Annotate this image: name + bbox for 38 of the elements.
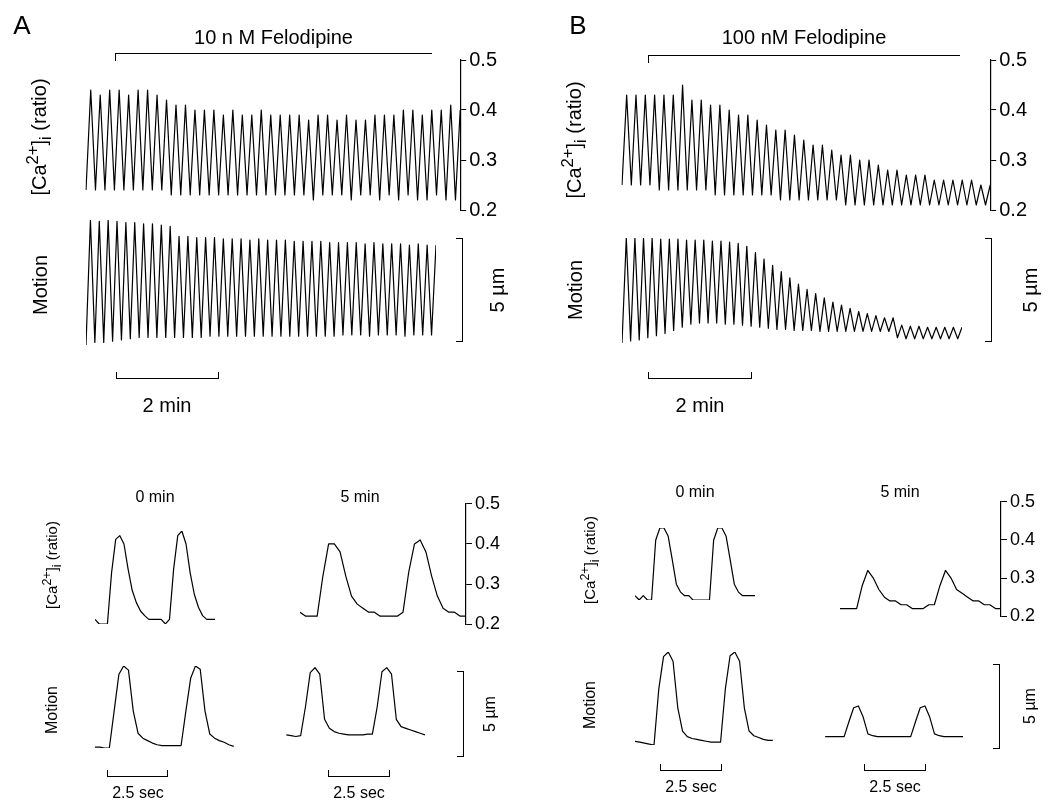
y-tick-label: 0.5	[1009, 490, 1036, 511]
y-tick-label: 0.3	[469, 147, 498, 170]
y-axis-title: Motion	[29, 254, 51, 316]
text: 2.5 sec	[333, 784, 385, 801]
y-axis-title: Motion	[581, 680, 598, 730]
y-tick-label: 0.5	[999, 47, 1028, 70]
text: 5 µm	[1021, 688, 1038, 724]
y-tick-label: 0.3	[999, 147, 1028, 170]
y-tick-label: 0.4	[1009, 528, 1036, 549]
chart-title: 5 min	[880, 483, 920, 500]
text: B	[569, 10, 587, 40]
chart-title: 100 nM Felodipine	[721, 26, 887, 48]
y-tick-label: 0.2	[1009, 605, 1036, 626]
text: 5 µm	[1019, 267, 1041, 313]
text: A	[13, 10, 31, 40]
y-tick-label: 0.2	[474, 613, 501, 634]
chart-title: 0 min	[675, 483, 715, 500]
y-tick-label: 0.4	[474, 532, 501, 553]
y-tick-label: 0.5	[474, 492, 501, 513]
y-tick-label: 0.4	[999, 97, 1028, 120]
text: 2.5 sec	[665, 778, 717, 795]
text: 2.5 sec	[112, 784, 164, 801]
y-tick-label: 0.3	[474, 573, 501, 594]
y-axis-title: Motion	[43, 685, 60, 735]
y-tick-label: 0.3	[1009, 567, 1036, 588]
chart-title: 5 min	[340, 488, 380, 505]
text: 2 min	[142, 394, 192, 416]
y-tick-label: 0.2	[999, 197, 1028, 220]
y-tick-label: 0.4	[469, 97, 498, 120]
text: 5 µm	[481, 696, 498, 732]
chart-title: 10 n M Felodipine	[194, 26, 353, 48]
y-axis-title: Motion	[564, 259, 586, 321]
chart-title: 0 min	[135, 488, 175, 505]
y-tick-label: 0.2	[469, 197, 498, 220]
text: 2.5 sec	[869, 778, 921, 795]
text: 2 min	[675, 394, 725, 416]
y-tick-label: 0.5	[469, 47, 498, 70]
text: 5 µm	[486, 267, 508, 313]
